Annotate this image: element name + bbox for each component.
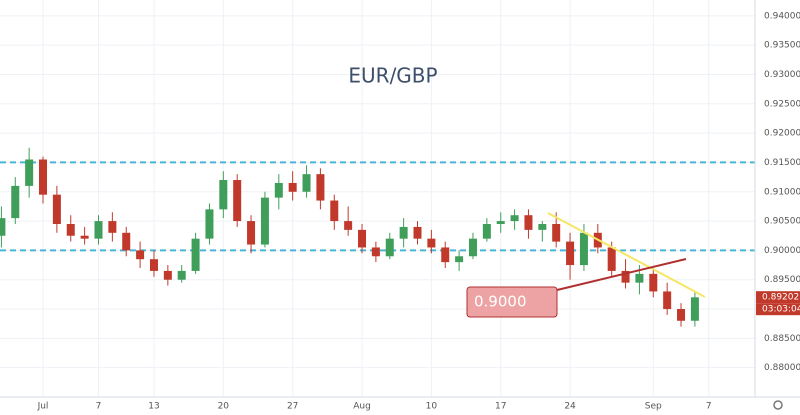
- candle-body: [385, 238, 394, 257]
- y-tick-label: 0.93500: [764, 41, 800, 51]
- candle-body: [25, 159, 34, 186]
- callout-box: [466, 286, 558, 318]
- candle-body: [677, 309, 686, 321]
- candle-body: [330, 200, 339, 222]
- candle-body: [468, 238, 477, 257]
- y-tick-label: 0.92500: [764, 99, 800, 109]
- x-tick-label: Sep: [645, 402, 662, 412]
- candle-body: [247, 221, 256, 245]
- candle-body: [496, 221, 505, 225]
- x-tick-label: 27: [287, 402, 298, 412]
- candle-body: [302, 174, 311, 192]
- y-tick-label: 0.88500: [764, 334, 800, 344]
- candle-body: [149, 259, 158, 271]
- candle-body: [39, 159, 48, 195]
- y-tick-label: 0.92000: [764, 129, 800, 139]
- axes: 0.880000.885000.890000.895000.900000.905…: [37, 11, 800, 412]
- x-tick-label: 24: [564, 402, 576, 412]
- candle-body: [690, 297, 699, 321]
- y-tick-label: 0.89500: [764, 275, 800, 285]
- candle-body: [371, 247, 380, 257]
- x-tick-label: 7: [96, 402, 102, 412]
- candle-body: [566, 241, 575, 266]
- y-tick-label: 0.91000: [764, 187, 800, 197]
- settings-icon[interactable]: [773, 400, 783, 410]
- candle-body: [455, 256, 464, 263]
- callout-pointer: [556, 258, 687, 291]
- candle-body: [607, 247, 616, 271]
- x-tick-label: 20: [218, 402, 230, 412]
- candle-body: [191, 238, 200, 271]
- candle-body: [552, 224, 561, 242]
- candle-body: [288, 182, 297, 192]
- candle-body: [482, 224, 491, 239]
- candle-body: [94, 221, 103, 239]
- candle-body: [274, 182, 283, 198]
- candle-body: [205, 209, 214, 239]
- callout-text: 0.9000: [474, 293, 527, 311]
- candle-body: [427, 238, 436, 248]
- countdown-label: 03:03:04: [762, 305, 800, 315]
- y-tick-label: 0.94000: [764, 11, 800, 21]
- candle-body: [108, 221, 117, 233]
- candle-body: [52, 194, 61, 225]
- candle-body: [399, 226, 408, 239]
- candle-body: [163, 270, 172, 280]
- candle-body: [510, 215, 519, 222]
- countdown-tag: [756, 303, 800, 316]
- candle-body: [66, 224, 75, 236]
- candle-body: [524, 215, 533, 230]
- y-tick-label: 0.91500: [764, 158, 800, 168]
- candle-body: [177, 270, 186, 280]
- candle-body: [316, 174, 325, 201]
- candle-body: [80, 235, 89, 239]
- y-tick-label: 0.88000: [764, 363, 800, 373]
- candle-body: [0, 218, 6, 236]
- x-tick-label: 7: [706, 402, 712, 412]
- candle-body: [122, 232, 131, 251]
- candle-body: [538, 224, 547, 230]
- chart-title: EUR/GBP: [348, 64, 437, 88]
- candle-body: [358, 229, 367, 248]
- candle-body: [219, 180, 228, 210]
- candle-body: [413, 226, 422, 239]
- y-tick-label: 0.90000: [764, 246, 800, 256]
- candle-body: [635, 273, 644, 283]
- trend-line: [547, 212, 706, 298]
- candle-body: [621, 270, 630, 283]
- x-tick-label: Jul: [37, 402, 49, 412]
- candle-body: [136, 250, 145, 260]
- candle-body: [260, 197, 269, 245]
- last-price-label: 0.89202: [762, 293, 799, 303]
- candle-body: [579, 232, 588, 266]
- x-tick-label: 17: [495, 402, 506, 412]
- candle-body: [663, 291, 672, 310]
- candle-body: [649, 273, 658, 292]
- x-tick-label: 13: [148, 402, 159, 412]
- candle-body: [344, 221, 353, 230]
- y-tick-label: 0.90500: [764, 217, 800, 227]
- last-price-tag: [756, 291, 800, 304]
- candle-body: [441, 247, 450, 263]
- candle-body: [11, 185, 20, 219]
- x-tick-label: Aug: [353, 402, 371, 412]
- y-tick-label: 0.93000: [764, 70, 800, 80]
- candle-body: [233, 180, 242, 222]
- x-tick-label: 10: [426, 402, 438, 412]
